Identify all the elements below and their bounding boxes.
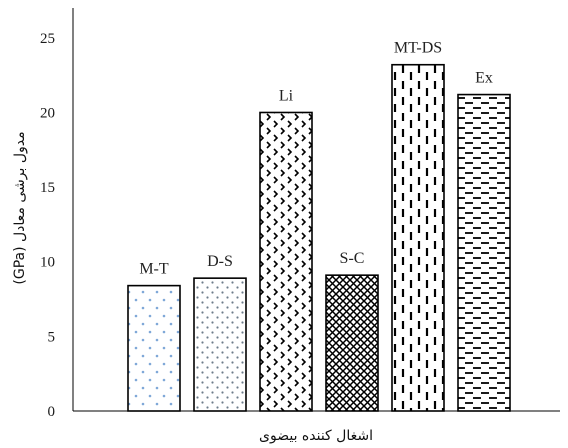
bar-ex bbox=[457, 93, 511, 412]
y-tick-label: 25 bbox=[40, 31, 55, 47]
y-tick-label: 10 bbox=[40, 255, 55, 271]
bar-data-label: S-C bbox=[340, 250, 365, 267]
bar-m-t bbox=[127, 284, 181, 412]
bar-data-labels: M-T D-S Li S-C MT-DS Ex bbox=[139, 40, 493, 278]
bars bbox=[127, 63, 511, 412]
y-tick-label: 5 bbox=[48, 329, 56, 345]
bar-data-label: Li bbox=[279, 87, 294, 104]
bar-data-label: Ex bbox=[475, 70, 493, 87]
bar-data-label: MT-DS bbox=[394, 40, 442, 57]
bar-li bbox=[259, 111, 313, 412]
bar-data-label: D-S bbox=[207, 253, 233, 270]
y-tick-label: 20 bbox=[40, 105, 55, 121]
bar-mt-ds bbox=[391, 63, 445, 412]
y-tick-labels: 0 5 10 15 20 25 bbox=[40, 31, 55, 420]
x-axis-title: اشغال کننده بیضوی bbox=[259, 428, 373, 444]
bar-s-c bbox=[325, 274, 379, 412]
bar-data-label: M-T bbox=[139, 261, 169, 278]
y-tick-label: 0 bbox=[48, 404, 56, 420]
bar-d-s bbox=[193, 277, 247, 412]
y-axis-title: مدول برشی معادل (GPa) bbox=[12, 131, 28, 284]
y-tick-label: 15 bbox=[40, 180, 55, 196]
